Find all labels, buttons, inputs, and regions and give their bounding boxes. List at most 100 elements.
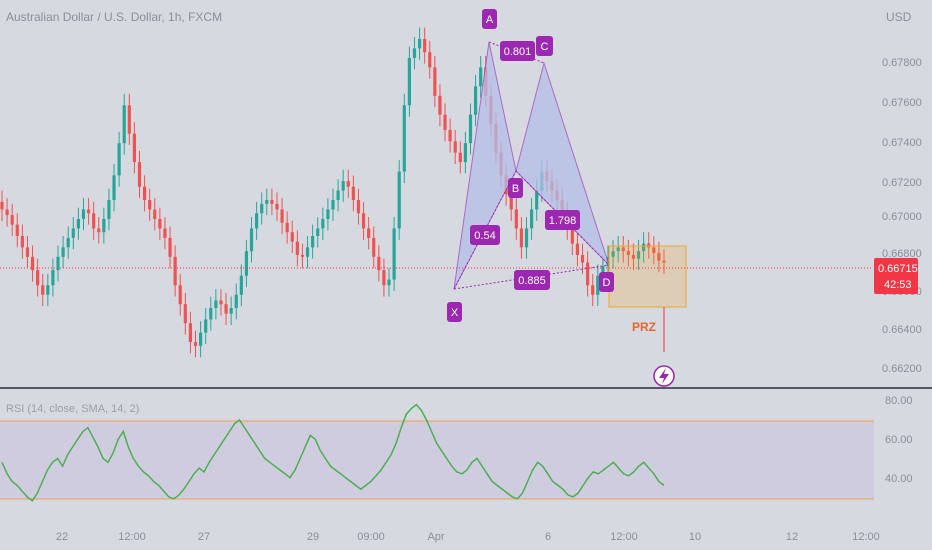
candle-body: [117, 143, 121, 176]
candle-body: [616, 247, 620, 252]
candle-body: [249, 228, 254, 252]
candle-body: [30, 256, 35, 271]
candle-body: [260, 203, 264, 214]
candle-body: [356, 200, 361, 214]
prz-box[interactable]: [608, 245, 687, 308]
time-tick: 29: [307, 531, 319, 543]
rsi-band-fill: [0, 421, 874, 499]
candle-body: [41, 285, 45, 295]
candle-body: [178, 285, 182, 305]
price-tick: 0.66800: [882, 248, 922, 260]
point-b-badge: [508, 178, 523, 198]
price-tick: 0.67600: [882, 97, 922, 109]
candle-body: [265, 200, 269, 204]
rsi-tick: 40.00: [885, 473, 913, 485]
countdown-timer: 42:53: [884, 279, 912, 291]
candle-body: [586, 262, 590, 286]
candle-body: [361, 213, 366, 229]
time-tick: 27: [198, 531, 210, 543]
candle-body: [188, 323, 193, 343]
ratio-bcd-label: 1.798: [549, 215, 577, 227]
ratio-abc-label: 0.801: [504, 46, 532, 58]
candle-body: [336, 190, 340, 200]
current-price-tag: [874, 258, 918, 294]
candle-body: [305, 247, 310, 257]
point-a-label: A: [486, 14, 494, 26]
candle-body: [402, 105, 406, 172]
candle-body: [642, 243, 646, 252]
candle-body: [66, 237, 70, 248]
candle-body: [122, 105, 126, 144]
candle-body: [423, 38, 427, 53]
candle-body: [0, 201, 4, 210]
candle-body: [575, 243, 580, 255]
candle-body: [443, 114, 447, 130]
point-c-badge: [536, 36, 553, 56]
candle-body: [275, 203, 279, 210]
time-axis[interactable]: 22 12:00 27 29 09:00 Apr 6 12:00 10 12 1…: [56, 531, 880, 543]
lightning-bolt-icon[interactable]: [653, 365, 675, 387]
candle-body: [397, 171, 401, 229]
candle-body: [183, 304, 187, 324]
candle-body: [326, 209, 330, 219]
ratio-bcd-badge: [545, 210, 580, 230]
candle-body: [591, 285, 595, 295]
candle-body: [662, 260, 666, 263]
candle-body: [137, 162, 142, 187]
candle-body: [382, 270, 386, 286]
candle-body: [392, 228, 396, 280]
time-tick: Apr: [427, 531, 444, 543]
ratio-xab-badge: [470, 225, 500, 245]
price-axis[interactable]: 0.67800 0.67600 0.67400 0.67200 0.67000 …: [882, 57, 922, 375]
candle-body: [657, 253, 661, 261]
candle-body: [407, 57, 411, 106]
candle-body: [10, 215, 14, 225]
candle-body: [331, 200, 335, 210]
candle-body: [316, 228, 320, 236]
harmonic-pattern: [453, 41, 610, 290]
candle-body: [372, 237, 376, 257]
candle-body: [601, 266, 605, 276]
candle-body: [647, 243, 651, 248]
candle-body: [417, 38, 422, 49]
rsi-title: RSI (14, close, SMA, 14, 2): [6, 403, 139, 415]
candle-body: [25, 247, 30, 257]
candle-body: [81, 209, 86, 219]
candle-body: [295, 241, 299, 255]
candle-body: [158, 218, 162, 229]
point-d-badge: [599, 272, 614, 292]
candle-body: [214, 300, 218, 308]
point-x-badge: [447, 302, 462, 322]
candle-body: [636, 251, 641, 259]
candle-body: [148, 200, 152, 210]
ratio-xab-label: 0.54: [474, 230, 495, 242]
rsi-tick: 80.00: [885, 395, 913, 407]
point-b-label: B: [512, 183, 519, 195]
candle-body: [367, 228, 371, 238]
price-tick: 0.67200: [882, 177, 922, 189]
candle-body: [61, 247, 65, 257]
candle-body: [229, 308, 233, 314]
candle-body: [428, 52, 432, 68]
candle-body: [15, 224, 19, 236]
price-tick: 0.67800: [882, 57, 922, 69]
time-tick: 22: [56, 531, 68, 543]
time-tick: 12:00: [118, 531, 146, 543]
candle-body: [107, 200, 111, 219]
candle-body: [92, 213, 96, 229]
candle-body: [51, 270, 55, 286]
candle-body: [56, 256, 60, 271]
point-d-label: D: [603, 277, 611, 289]
candle-body: [112, 175, 116, 200]
candle-body: [473, 86, 478, 115]
candle-body: [209, 308, 213, 320]
candle-body: [168, 237, 172, 257]
candle-body: [270, 200, 274, 204]
point-c-label: C: [541, 41, 549, 53]
price-tick: 0.66200: [882, 363, 922, 375]
candle-body: [596, 275, 600, 295]
candle-body: [346, 181, 350, 187]
candle-body: [102, 218, 106, 233]
current-price-value: 0.66715: [878, 263, 918, 275]
